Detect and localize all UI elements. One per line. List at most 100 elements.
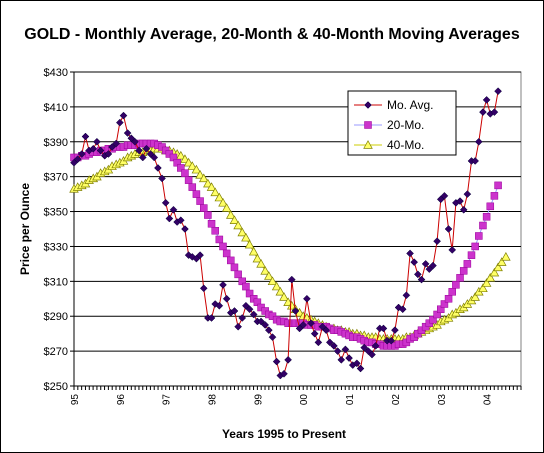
data-point [467,251,476,259]
data-point [368,350,376,359]
data-point [123,129,132,137]
data-point [322,326,331,335]
data-point [138,153,147,162]
data-point [245,305,254,314]
data-point [181,169,189,177]
x-axis-ticks: 95 96 97 98 99 00 01 02 03 04 [70,386,522,406]
data-point [371,342,380,350]
data-point [196,197,204,205]
y-axis-label: Price per Ounce [18,183,32,275]
data-point [119,111,128,120]
data-point [479,221,487,230]
x-tick-label: 97 [162,394,173,406]
legend-marker [364,121,372,129]
data-point [215,301,224,310]
data-point [429,315,437,324]
data-point [234,322,242,331]
data-point [475,232,483,240]
data-point [225,210,236,219]
data-point [448,288,456,296]
data-point [494,87,502,96]
data-point [249,310,258,319]
data-point [356,364,365,373]
data-point [287,275,296,284]
data-point [459,205,468,214]
y-tick-label: $270 [44,346,68,358]
y-axis-ticks: $250 $270 $290 $310 $330 $350 $370 $390 $410 $430 [44,67,74,393]
y-tick-label: $310 [44,276,68,288]
data-point [440,300,449,308]
x-tick-label: 95 [70,394,81,406]
data-point [337,355,346,364]
legend-items: Mo. Avg. 20-Mo. 40-Mo. [354,98,433,152]
data-point [360,343,369,352]
data-point [187,161,198,170]
x-tick-label: 01 [345,394,356,406]
x-axis-label: Years 1995 to Present [222,427,346,441]
data-point [181,225,189,233]
data-point [81,132,90,141]
data-point [291,307,300,315]
legend-marker [364,101,372,109]
series-mo-avg [70,87,502,380]
data-point [248,246,259,256]
data-point [229,215,240,224]
data-point [421,260,430,268]
data-point [245,289,254,298]
data-point [471,242,479,251]
data-point [257,317,265,326]
data-point [206,182,217,191]
data-point [489,267,500,277]
data-point [207,314,216,322]
data-point [199,284,208,293]
x-tick-label: 03 [437,394,448,406]
data-point [452,281,460,289]
x-tick-label: 02 [391,394,402,406]
x-tick-label: 99 [253,394,264,406]
legend: Mo. Avg. 20-Mo. 40-Mo. [347,90,457,156]
data-point [233,220,243,230]
data-point [89,144,98,153]
y-tick-label: $370 [44,172,68,184]
y-tick-label: $430 [44,67,68,79]
data-point [440,192,449,200]
data-point [169,205,178,214]
data-point [433,237,441,246]
data-point [267,276,278,286]
data-point [444,295,453,303]
data-point [402,291,411,300]
data-point [154,164,162,172]
data-point [496,257,507,266]
data-point [456,197,464,205]
x-tick-label: 98 [208,394,219,406]
data-point [314,338,323,347]
data-point [391,326,399,335]
data-point [210,187,221,197]
data-point [379,324,388,333]
data-point [237,227,248,237]
data-point [482,96,491,104]
data-point [221,203,232,212]
data-point [501,251,511,261]
data-point [215,235,224,244]
data-point [256,258,266,268]
data-point [252,253,263,263]
data-point [218,197,228,207]
data-point [490,108,499,116]
data-point [307,319,315,328]
data-point [485,272,496,282]
legend-label: 20-Mo. [387,118,424,132]
data-point [413,270,422,279]
data-point [303,294,311,303]
legend-label: 40-Mo. [387,138,424,152]
data-point [493,262,503,272]
data-point [279,292,289,301]
data-point [219,242,227,251]
data-point [96,146,105,155]
data-point [463,260,472,268]
chart-title: GOLD - Monthly Average, 20-Month & 40-Mo… [24,26,520,43]
data-point [310,329,319,338]
data-point [353,359,361,368]
